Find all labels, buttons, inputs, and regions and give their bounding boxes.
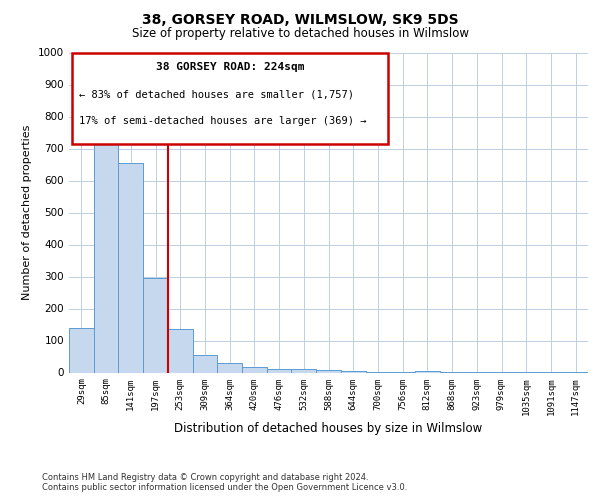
Bar	[267, 370, 292, 372]
Text: 17% of semi-detached houses are larger (369) →: 17% of semi-detached houses are larger (…	[79, 116, 367, 126]
Bar	[118, 163, 143, 372]
Text: Size of property relative to detached houses in Wilmslow: Size of property relative to detached ho…	[131, 28, 469, 40]
Bar	[69, 328, 94, 372]
Bar	[143, 278, 168, 372]
Bar	[415, 371, 440, 372]
Bar	[341, 371, 365, 372]
Bar	[217, 363, 242, 372]
Text: Contains HM Land Registry data © Crown copyright and database right 2024.
Contai: Contains HM Land Registry data © Crown c…	[42, 473, 407, 492]
Bar	[168, 330, 193, 372]
Bar	[242, 366, 267, 372]
Y-axis label: Number of detached properties: Number of detached properties	[22, 125, 32, 300]
Bar	[94, 124, 118, 372]
Bar	[316, 370, 341, 372]
Bar	[193, 355, 217, 372]
Text: 38, GORSEY ROAD, WILMSLOW, SK9 5DS: 38, GORSEY ROAD, WILMSLOW, SK9 5DS	[142, 12, 458, 26]
X-axis label: Distribution of detached houses by size in Wilmslow: Distribution of detached houses by size …	[175, 422, 482, 435]
Text: ← 83% of detached houses are smaller (1,757): ← 83% of detached houses are smaller (1,…	[79, 90, 355, 100]
Text: 38 GORSEY ROAD: 224sqm: 38 GORSEY ROAD: 224sqm	[155, 62, 304, 72]
FancyBboxPatch shape	[71, 52, 388, 144]
Bar	[292, 370, 316, 372]
